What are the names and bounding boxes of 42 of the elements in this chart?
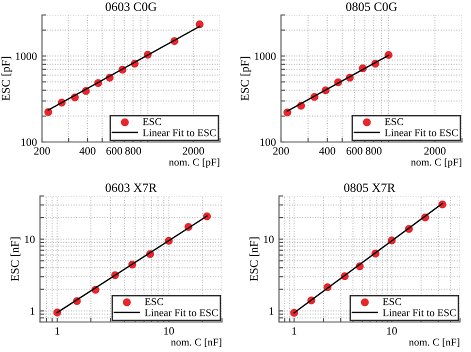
y-axis-title: ESC [nF] bbox=[250, 237, 260, 282]
y-tick-label: 1000 bbox=[16, 52, 37, 60]
x-tick-label: 10 bbox=[164, 327, 174, 335]
y-tick-label: 1 bbox=[30, 307, 34, 315]
y-tick-label: 10 bbox=[25, 236, 35, 244]
x-tick-label: 1 bbox=[55, 327, 60, 335]
x-tick-label: 400 bbox=[319, 147, 336, 155]
legend-label: ESC bbox=[142, 118, 162, 126]
legend-label: ESC bbox=[382, 298, 402, 306]
x-tick-label: 2000 bbox=[182, 147, 204, 155]
chart-title: 0805 C0G bbox=[346, 2, 397, 11]
legend-label: Linear Fit to ESC bbox=[142, 129, 216, 136]
legend-label: ESC bbox=[384, 118, 404, 126]
y-axis-title: ESC [nF] bbox=[10, 237, 20, 282]
y-axis-title: ESC [pF] bbox=[1, 56, 12, 101]
x-tick-label: 600 bbox=[346, 147, 362, 155]
legend-label: Linear Fit to ESC bbox=[144, 309, 218, 316]
y-tick-label: 100 bbox=[260, 138, 276, 146]
x-axis-title: nom. C [nF] bbox=[171, 338, 222, 347]
chart-title: 0805 X7R bbox=[344, 184, 396, 192]
x-tick-label: 400 bbox=[79, 147, 96, 155]
y-axis-title: ESC [pF] bbox=[240, 56, 252, 101]
y-tick-label: 1 bbox=[270, 307, 274, 315]
x-tick-label: 2000 bbox=[424, 147, 446, 155]
legend-label: Linear Fit to ESC bbox=[384, 129, 458, 136]
x-tick-label: 800 bbox=[366, 147, 382, 155]
x-axis-title: nom. C [pF] bbox=[411, 158, 462, 168]
x-tick-label: 10 bbox=[387, 327, 397, 335]
chart-title: 0603 X7R bbox=[106, 184, 157, 192]
y-tick-label: 100 bbox=[21, 138, 37, 146]
chart-title: 0603 C0G bbox=[106, 2, 156, 11]
legend-label: ESC bbox=[144, 298, 164, 306]
x-tick-label: 1 bbox=[292, 327, 296, 335]
x-tick-label: 800 bbox=[125, 147, 142, 155]
x-tick-label: 200 bbox=[34, 147, 50, 155]
x-axis-title: nom. C [pF] bbox=[169, 158, 220, 168]
y-tick-label: 1000 bbox=[254, 52, 276, 60]
x-tick-label: 600 bbox=[106, 147, 122, 155]
legend-label: Linear Fit to ESC bbox=[382, 309, 456, 316]
x-axis-title: nom. C [nF] bbox=[409, 338, 460, 347]
y-tick-label: 10 bbox=[264, 236, 274, 244]
x-tick-label: 200 bbox=[273, 147, 289, 155]
